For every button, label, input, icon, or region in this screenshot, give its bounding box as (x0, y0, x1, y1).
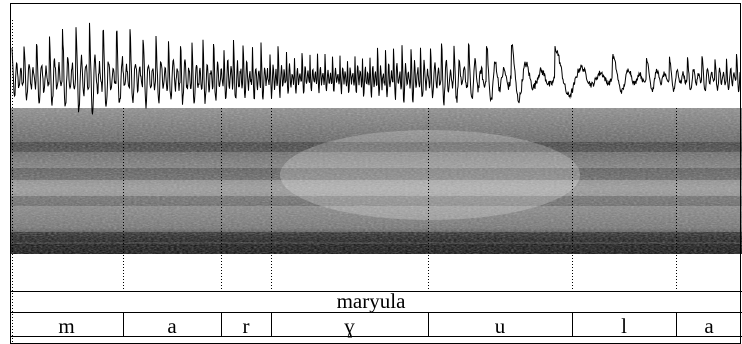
spectrogram-panel[interactable] (10, 108, 742, 254)
spectrogram-noise (10, 108, 742, 254)
phone-label-1[interactable]: a (167, 314, 177, 338)
word-label[interactable]: maryula (337, 289, 406, 313)
segment-boundaries[interactable] (123, 108, 677, 337)
phone-label-2[interactable]: r (243, 314, 250, 338)
waveform-trace (11, 22, 741, 115)
word-tier[interactable]: maryula (337, 289, 406, 313)
phone-label-6[interactable]: a (704, 314, 714, 338)
waveform-panel[interactable] (11, 22, 741, 115)
phone-label-4[interactable]: u (495, 314, 506, 338)
phone-label-3[interactable]: ɣ (344, 314, 355, 338)
phone-label-5[interactable]: l (621, 314, 627, 338)
phone-label-0[interactable]: m (58, 314, 74, 338)
